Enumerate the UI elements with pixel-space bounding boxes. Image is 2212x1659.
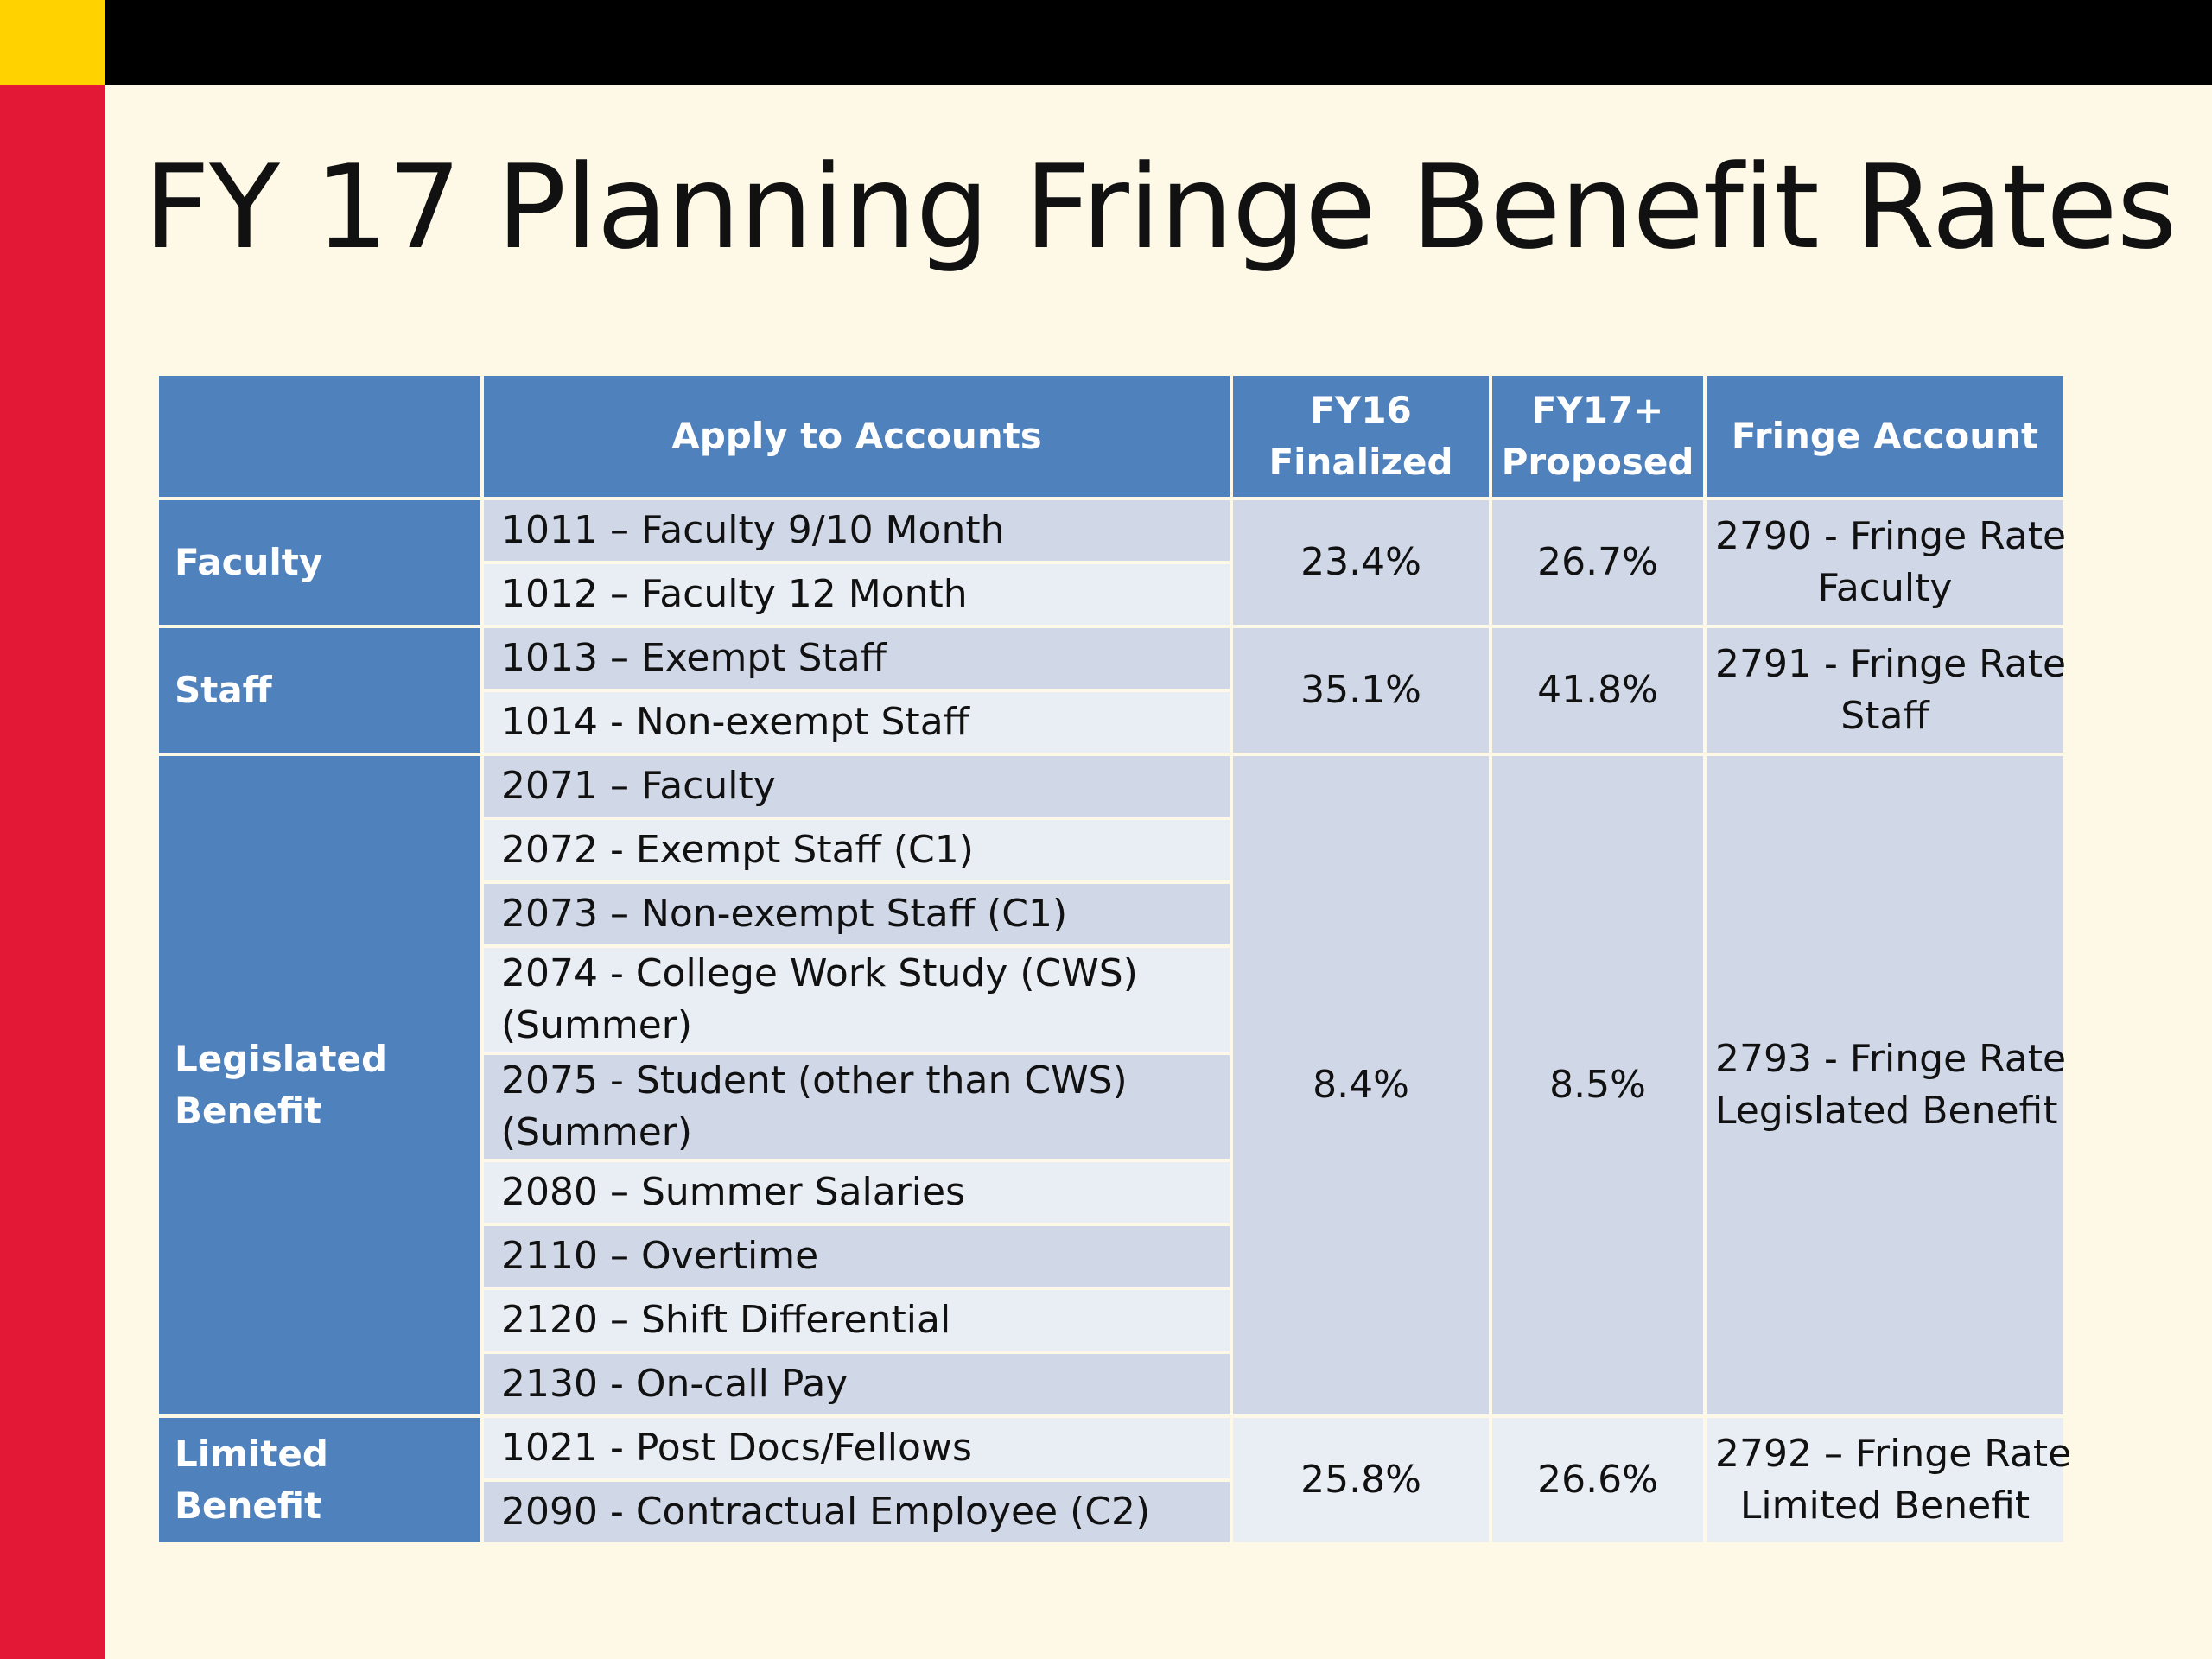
fringe-line1: 2792 – Fringe Rate bbox=[1715, 1432, 2072, 1476]
fringe-line1: 2793 - Fringe Rate bbox=[1715, 1037, 2067, 1081]
account-cell: 2075 - Student (other than CWS) (Summer) bbox=[484, 1055, 1230, 1159]
corner-accent bbox=[0, 0, 105, 85]
account-cell: 1014 - Non-exempt Staff bbox=[484, 692, 1230, 753]
fringe-account-legislated: 2793 - Fringe Rate Legislated Benefit bbox=[1707, 756, 2067, 1414]
table-row: 2073 – Non-exempt Staff (C1) bbox=[159, 884, 2063, 944]
slide-title: FY 17 Planning Fringe Benefit Rates bbox=[143, 140, 2177, 275]
table-row: 2074 - College Work Study (CWS) (Summer) bbox=[159, 948, 2063, 1052]
account-cell: 1011 – Faculty 9/10 Month bbox=[484, 500, 1230, 561]
fringe-line1: 2791 - Fringe Rate bbox=[1715, 642, 2067, 686]
top-bar bbox=[0, 0, 2212, 85]
table-row: Limited Benefit 1021 - Post Docs/Fellows… bbox=[159, 1418, 2071, 1542]
table-row: 2080 – Summer Salaries bbox=[159, 1162, 2063, 1223]
fringe-rates-table: Apply to Accounts FY16 Finalized FY17+ P… bbox=[156, 372, 2071, 1546]
header-fy16-line1: FY16 bbox=[1310, 389, 1412, 431]
table-row: Staff 1013 – Exempt Staff 35.1% 41.8% 27… bbox=[159, 628, 2066, 753]
header-fy16-finalized: FY16 Finalized bbox=[1233, 376, 1489, 497]
table-row: 2090 - Contractual Employee (C2) bbox=[159, 1482, 2063, 1542]
account-cell: 2110 – Overtime bbox=[484, 1226, 1230, 1287]
fringe-line2: Staff bbox=[1840, 694, 1929, 738]
account-cell: 2073 – Non-exempt Staff (C1) bbox=[484, 884, 1230, 944]
table-row: 2120 – Shift Differential bbox=[159, 1290, 2063, 1351]
account-cell: 1021 - Post Docs/Fellows bbox=[484, 1418, 1230, 1478]
table-row: 1012 – Faculty 12 Month bbox=[159, 564, 2063, 625]
account-cell: 2120 – Shift Differential bbox=[484, 1290, 1230, 1351]
category-line1: Legislated bbox=[175, 1038, 388, 1080]
account-cell: 2072 - Exempt Staff (C1) bbox=[484, 820, 1230, 880]
header-category bbox=[159, 376, 480, 497]
fy16-rate-staff: 35.1% bbox=[1233, 628, 1489, 753]
fy17-rate-staff: 41.8% bbox=[1492, 628, 1703, 753]
fringe-line2: Faculty bbox=[1817, 566, 1953, 610]
fringe-line1: 2790 - Fringe Rate bbox=[1715, 514, 2067, 558]
table-row: 2072 - Exempt Staff (C1) bbox=[159, 820, 2063, 880]
fy17-rate-faculty: 26.7% bbox=[1492, 500, 1703, 625]
account-cell: 1013 – Exempt Staff bbox=[484, 628, 1230, 689]
fy17-rate-limited: 26.6% bbox=[1492, 1418, 1703, 1542]
table-row: Faculty 1011 – Faculty 9/10 Month 23.4% … bbox=[159, 500, 2066, 625]
category-legislated-benefit: Legislated Benefit bbox=[159, 756, 480, 1414]
header-apply-to-accounts: Apply to Accounts bbox=[484, 376, 1230, 497]
account-cell: 2071 – Faculty bbox=[484, 756, 1230, 817]
account-cell: 2074 - College Work Study (CWS) (Summer) bbox=[484, 948, 1230, 1052]
header-fy16-line2: Finalized bbox=[1268, 441, 1453, 483]
category-limited-benefit: Limited Benefit bbox=[159, 1418, 480, 1542]
fringe-line2: Legislated Benefit bbox=[1715, 1089, 2058, 1133]
fy16-rate-faculty: 23.4% bbox=[1233, 500, 1489, 625]
header-fy17-proposed: FY17+ Proposed bbox=[1492, 376, 1703, 497]
table-row: Legislated Benefit 2071 – Faculty 8.4% 8… bbox=[159, 756, 2066, 1414]
account-cell: 2130 - On-call Pay bbox=[484, 1354, 1230, 1414]
header-fy17-line1: FY17+ bbox=[1531, 389, 1664, 431]
table-row: 2130 - On-call Pay bbox=[159, 1354, 2063, 1414]
account-cell: 2090 - Contractual Employee (C2) bbox=[484, 1482, 1230, 1542]
category-faculty: Faculty bbox=[159, 500, 480, 625]
header-row: Apply to Accounts FY16 Finalized FY17+ P… bbox=[159, 376, 2063, 497]
category-line2: Benefit bbox=[175, 1090, 322, 1132]
table-row: 2110 – Overtime bbox=[159, 1226, 2063, 1287]
fringe-line2: Limited Benefit bbox=[1739, 1484, 2031, 1528]
account-cell: 2080 – Summer Salaries bbox=[484, 1162, 1230, 1223]
category-staff: Staff bbox=[159, 628, 480, 753]
fringe-account-staff: 2791 - Fringe Rate Staff bbox=[1707, 628, 2067, 753]
fringe-account-faculty: 2790 - Fringe Rate Faculty bbox=[1707, 500, 2067, 625]
table-row: 1014 - Non-exempt Staff bbox=[159, 692, 2063, 753]
account-cell: 1012 – Faculty 12 Month bbox=[484, 564, 1230, 625]
side-bar bbox=[0, 0, 105, 1659]
fy16-rate-legislated: 8.4% bbox=[1233, 756, 1489, 1414]
fy16-rate-limited: 25.8% bbox=[1233, 1418, 1489, 1542]
table-row: 2075 - Student (other than CWS) (Summer) bbox=[159, 1055, 2063, 1159]
fringe-account-limited: 2792 – Fringe Rate Limited Benefit bbox=[1707, 1418, 2072, 1542]
header-fy17-line2: Proposed bbox=[1501, 441, 1694, 483]
fy17-rate-legislated: 8.5% bbox=[1492, 756, 1703, 1414]
header-fringe-account: Fringe Account bbox=[1707, 376, 2063, 497]
